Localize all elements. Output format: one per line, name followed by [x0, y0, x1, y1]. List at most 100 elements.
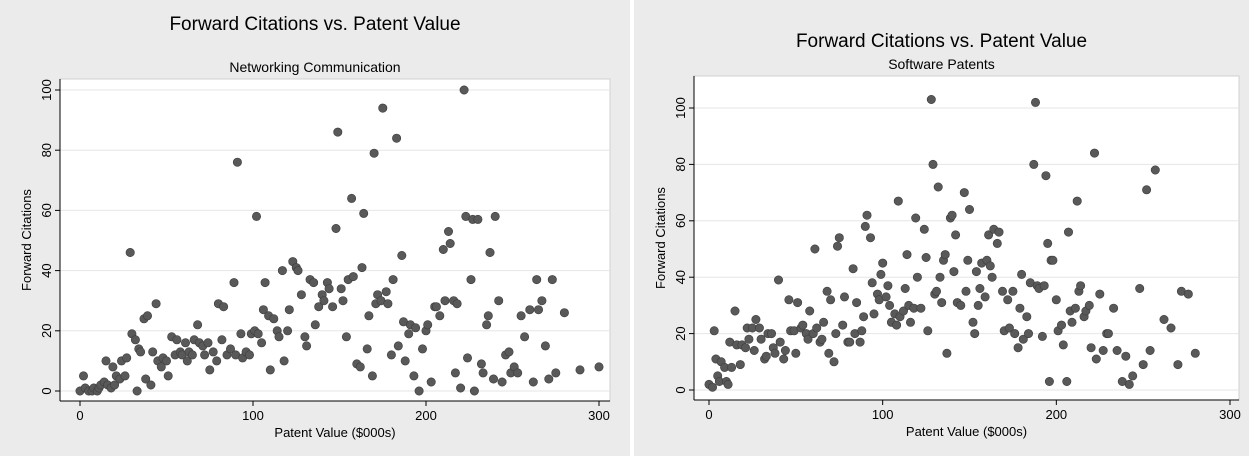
data-point	[309, 278, 319, 288]
y-tick-label: 80	[673, 157, 688, 171]
data-point	[156, 362, 166, 372]
data-point	[284, 305, 294, 315]
data-point	[911, 213, 921, 223]
data-point	[1023, 329, 1033, 339]
data-point	[357, 263, 367, 273]
data-point	[735, 360, 745, 370]
data-point	[1173, 360, 1183, 370]
data-point	[414, 386, 424, 396]
data-point	[426, 377, 436, 387]
data-point	[1018, 334, 1028, 344]
data-point	[386, 350, 396, 360]
data-point	[540, 341, 550, 351]
data-point	[817, 334, 827, 344]
data-point	[525, 305, 535, 315]
data-point	[404, 329, 414, 339]
data-point	[279, 356, 289, 366]
y-tick-label: 40	[673, 270, 688, 284]
data-point	[912, 272, 922, 282]
data-point	[141, 374, 151, 384]
y-axis-label: Forward Citations	[19, 189, 34, 291]
data-point	[367, 371, 377, 381]
data-point	[923, 326, 933, 336]
y-tick-label: 20	[39, 324, 54, 338]
data-point	[881, 292, 891, 302]
data-point	[469, 386, 479, 396]
data-point	[277, 266, 287, 276]
data-point	[1070, 303, 1080, 313]
data-point	[779, 354, 789, 364]
data-point	[355, 362, 365, 372]
data-point	[257, 338, 267, 348]
data-point	[867, 278, 877, 288]
data-point	[1098, 345, 1108, 355]
data-point	[1022, 312, 1032, 322]
data-point	[338, 296, 348, 306]
data-point	[829, 357, 839, 367]
data-point	[497, 377, 507, 387]
data-point	[1072, 196, 1082, 206]
data-point	[203, 338, 213, 348]
data-point	[730, 306, 740, 316]
data-point	[120, 371, 130, 381]
data-point	[1041, 171, 1051, 181]
data-point	[1063, 227, 1073, 237]
data-point	[310, 320, 320, 330]
data-point	[348, 272, 358, 282]
data-point	[980, 292, 990, 302]
data-point	[984, 230, 994, 240]
data-point	[347, 193, 357, 203]
data-point	[296, 290, 306, 300]
data-point	[490, 211, 500, 221]
data-point	[483, 311, 493, 321]
data-point	[1086, 343, 1096, 353]
data-point	[79, 371, 89, 381]
data-point	[110, 380, 120, 390]
data-point	[302, 341, 312, 351]
data-point	[1091, 354, 1101, 364]
x-tick-label: 300	[1219, 407, 1241, 422]
data-point	[369, 148, 379, 158]
data-point	[1138, 360, 1148, 370]
data-point	[1159, 314, 1169, 324]
data-point	[212, 356, 222, 366]
data-point	[482, 320, 492, 330]
data-point	[364, 311, 374, 321]
data-point	[101, 356, 111, 366]
data-point	[300, 332, 310, 342]
data-point	[1128, 371, 1138, 381]
data-point	[961, 286, 971, 296]
data-point	[1084, 300, 1094, 310]
data-point	[819, 317, 829, 327]
y-tick-label: 0	[39, 387, 54, 394]
data-point	[826, 295, 836, 305]
data-point	[547, 275, 557, 285]
data-point	[362, 344, 372, 354]
data-point	[258, 305, 268, 315]
data-point	[1013, 343, 1023, 353]
data-point	[528, 377, 538, 387]
data-point	[193, 320, 203, 330]
data-point	[1109, 303, 1119, 313]
data-point	[926, 95, 936, 105]
data-point	[878, 258, 888, 268]
data-point	[754, 323, 764, 333]
data-point	[1008, 286, 1018, 296]
data-point	[1039, 281, 1049, 291]
data-point	[810, 244, 820, 254]
data-point	[226, 344, 236, 354]
data-point	[1076, 281, 1086, 291]
data-point	[859, 312, 869, 322]
data-point	[485, 248, 495, 258]
data-point	[968, 317, 978, 327]
data-point	[905, 317, 915, 327]
x-tick-label: 0	[76, 408, 83, 423]
data-point	[324, 284, 334, 294]
data-point	[253, 329, 263, 339]
x-tick-label: 0	[705, 407, 712, 422]
data-point	[269, 314, 279, 324]
data-point	[1095, 289, 1105, 299]
data-point	[831, 329, 841, 339]
data-point	[942, 348, 952, 358]
data-point	[163, 371, 173, 381]
